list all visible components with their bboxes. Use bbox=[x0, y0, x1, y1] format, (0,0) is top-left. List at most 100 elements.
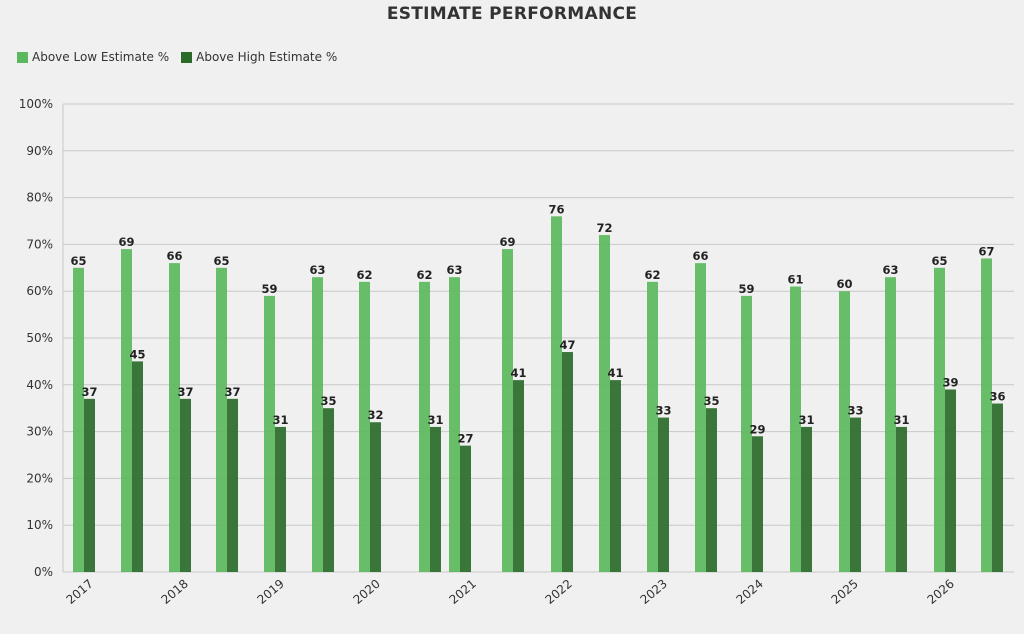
data-label-low: 65 bbox=[213, 254, 229, 268]
data-label-low: 63 bbox=[446, 263, 462, 277]
x-tick-label: 2021 bbox=[447, 577, 479, 607]
bar-above-high bbox=[460, 445, 471, 572]
x-tick-label: 2023 bbox=[638, 577, 670, 607]
bar-above-low bbox=[359, 281, 370, 572]
bar-above-high bbox=[992, 403, 1003, 572]
data-label-low: 69 bbox=[118, 235, 134, 249]
data-label-low: 65 bbox=[931, 254, 947, 268]
legend-label-low: Above Low Estimate % bbox=[32, 50, 170, 64]
y-tick-label: 90% bbox=[26, 144, 53, 158]
data-label-high: 41 bbox=[510, 366, 526, 380]
y-tick-label: 60% bbox=[26, 284, 53, 298]
legend-label-high: Above High Estimate % bbox=[196, 50, 338, 64]
bar-above-low bbox=[73, 267, 84, 572]
x-tick-label: 2017 bbox=[64, 577, 96, 607]
bar-above-low bbox=[885, 277, 896, 572]
x-tick-label: 2022 bbox=[543, 577, 575, 607]
data-label-low: 76 bbox=[548, 202, 564, 216]
data-label-high: 39 bbox=[942, 375, 958, 389]
data-label-low: 63 bbox=[882, 263, 898, 277]
bar-above-low bbox=[647, 281, 658, 572]
bar-above-low bbox=[741, 295, 752, 572]
bar-above-high bbox=[180, 398, 191, 572]
data-label-low: 66 bbox=[692, 249, 708, 263]
data-label-high: 29 bbox=[749, 422, 765, 436]
bar-above-high bbox=[752, 436, 763, 572]
x-tick-label: 2026 bbox=[925, 577, 957, 607]
x-tick-label: 2025 bbox=[829, 577, 861, 607]
bar-above-low bbox=[169, 263, 180, 572]
y-tick-label: 40% bbox=[26, 378, 53, 392]
bar-above-high bbox=[562, 352, 573, 572]
data-label-high: 36 bbox=[989, 390, 1005, 404]
data-label-high: 31 bbox=[798, 413, 814, 427]
data-label-low: 62 bbox=[416, 268, 432, 282]
bar-above-low bbox=[419, 281, 430, 572]
legend-item-high[interactable]: Above High Estimate % bbox=[181, 50, 337, 64]
data-label-low: 62 bbox=[356, 268, 372, 282]
data-label-low: 66 bbox=[166, 249, 182, 263]
bar-above-low bbox=[981, 258, 992, 572]
bar-above-high bbox=[227, 398, 238, 572]
data-label-high: 32 bbox=[367, 408, 383, 422]
bar-above-high bbox=[896, 426, 907, 572]
y-tick-label: 30% bbox=[26, 425, 53, 439]
data-label-high: 45 bbox=[129, 347, 145, 361]
data-label-high: 47 bbox=[559, 338, 575, 352]
data-label-high: 33 bbox=[655, 404, 671, 418]
bar-above-low bbox=[839, 291, 850, 572]
bar-above-low bbox=[216, 267, 227, 572]
bar-above-low bbox=[599, 235, 610, 573]
bar-above-low bbox=[934, 267, 945, 572]
data-label-high: 41 bbox=[607, 366, 623, 380]
bar-above-low bbox=[121, 249, 132, 572]
y-tick-label: 70% bbox=[26, 237, 53, 251]
legend: Above Low Estimate % Above High Estimate… bbox=[17, 50, 349, 64]
legend-swatch-low bbox=[17, 51, 28, 63]
bar-above-low bbox=[449, 277, 460, 572]
data-label-low: 60 bbox=[836, 277, 852, 291]
data-label-high: 31 bbox=[272, 413, 288, 427]
bar-above-low bbox=[790, 286, 801, 572]
bar-above-high bbox=[370, 422, 381, 572]
bar-above-high bbox=[84, 398, 95, 572]
bar-above-low bbox=[695, 263, 706, 572]
bar-above-high bbox=[658, 417, 669, 572]
data-label-high: 35 bbox=[703, 394, 719, 408]
data-label-low: 72 bbox=[596, 221, 612, 235]
legend-swatch-high bbox=[181, 51, 193, 63]
bar-above-high bbox=[275, 426, 286, 572]
chart-title: ESTIMATE PERFORMANCE bbox=[386, 4, 638, 24]
data-label-low: 62 bbox=[644, 268, 660, 282]
bar-above-high bbox=[610, 380, 621, 572]
y-tick-label: 20% bbox=[26, 471, 53, 485]
data-label-low: 67 bbox=[978, 244, 994, 258]
bar-above-high bbox=[945, 389, 956, 572]
bar-above-high bbox=[801, 426, 812, 572]
x-tick-label: 2019 bbox=[255, 577, 287, 607]
data-label-high: 37 bbox=[224, 385, 240, 399]
data-label-high: 35 bbox=[320, 394, 336, 408]
data-label-high: 37 bbox=[177, 385, 193, 399]
bar-above-high bbox=[706, 408, 717, 572]
data-label-low: 63 bbox=[309, 263, 325, 277]
x-tick-label: 2020 bbox=[351, 577, 383, 607]
data-label-low: 69 bbox=[499, 235, 515, 249]
legend-item-low[interactable]: Above Low Estimate % bbox=[17, 50, 169, 64]
data-label-low: 59 bbox=[738, 282, 754, 296]
x-tick-label: 2024 bbox=[734, 577, 766, 607]
data-label-low: 65 bbox=[70, 254, 86, 268]
bar-above-high bbox=[850, 417, 861, 572]
x-tick-label: 2018 bbox=[159, 577, 191, 607]
bar-above-high bbox=[430, 426, 441, 572]
data-label-high: 27 bbox=[457, 432, 473, 446]
bar-above-high bbox=[132, 361, 143, 572]
data-label-high: 31 bbox=[893, 413, 909, 427]
y-tick-label: 80% bbox=[26, 191, 53, 205]
data-label-high: 37 bbox=[81, 385, 97, 399]
bar-above-low bbox=[312, 277, 323, 572]
data-label-low: 59 bbox=[261, 282, 277, 296]
bar-above-high bbox=[323, 408, 334, 572]
data-label-high: 31 bbox=[427, 413, 443, 427]
